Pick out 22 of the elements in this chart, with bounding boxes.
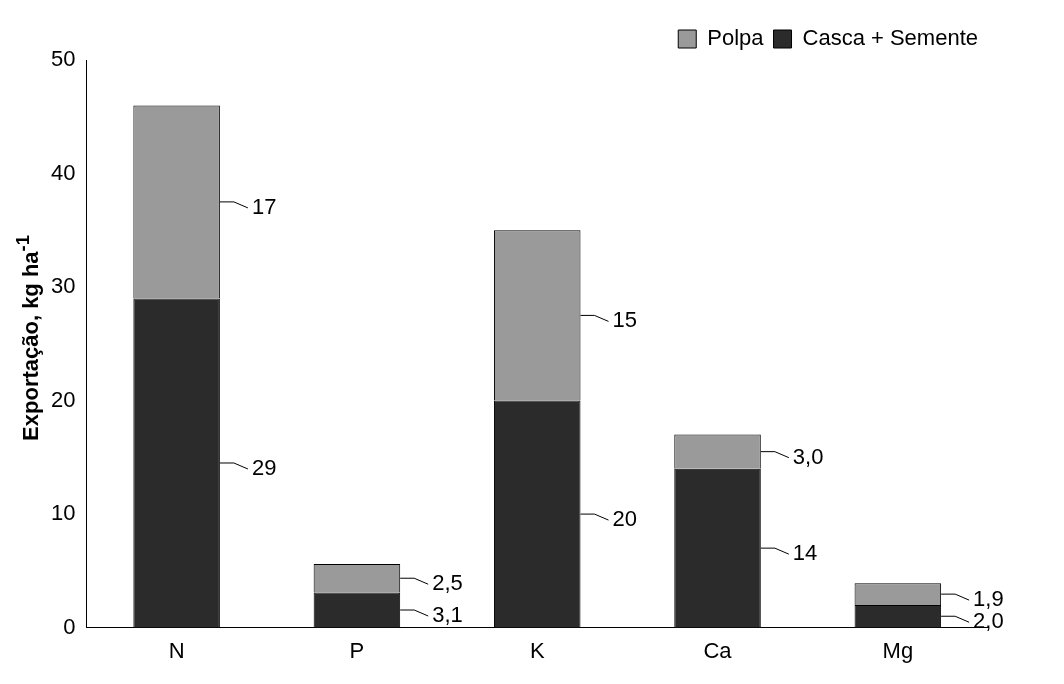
legend-label: Casca + Semente — [802, 25, 978, 51]
y-tick-label: 30 — [50, 273, 76, 299]
y-tick-label: 10 — [50, 500, 76, 526]
y-tick-label: 40 — [50, 159, 76, 185]
x-tick-label: N — [168, 637, 185, 663]
data-label: 3,1 — [432, 602, 463, 628]
x-tick-label: Ca — [703, 637, 733, 663]
x-tick-label: P — [349, 637, 365, 663]
y-tick-label: 0 — [63, 613, 76, 639]
data-label: 20 — [612, 506, 637, 532]
y-tick-label: 20 — [50, 386, 76, 412]
data-label: 3,0 — [792, 443, 824, 469]
data-label: 15 — [612, 307, 637, 333]
data-label: 29 — [251, 455, 277, 481]
legend-label: Polpa — [707, 25, 765, 51]
x-tick-label: Mg — [882, 637, 914, 663]
data-label: 14 — [792, 540, 818, 566]
x-tick-label: K — [529, 637, 545, 663]
y-tick-label: 50 — [50, 46, 76, 72]
data-label: 2,5 — [432, 570, 463, 596]
data-label: 17 — [251, 193, 277, 219]
data-label: 1,9 — [973, 586, 1004, 612]
